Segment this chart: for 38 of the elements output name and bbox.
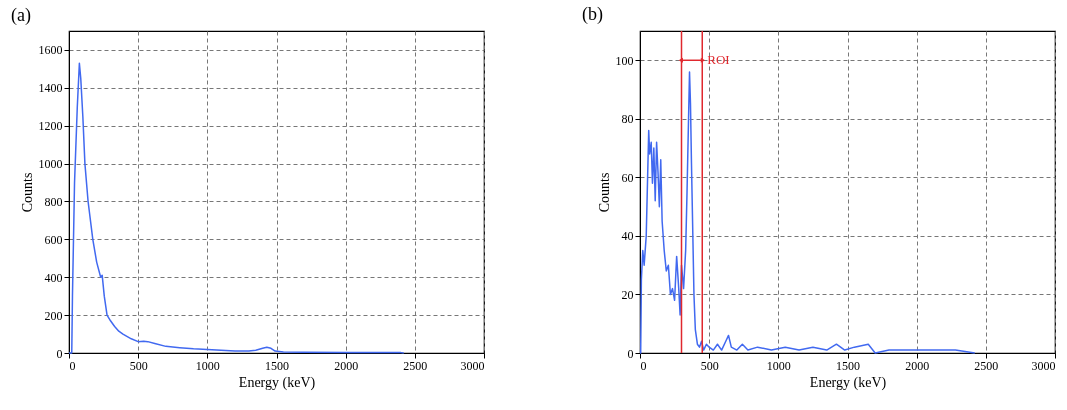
y-tick-label: 80: [621, 112, 634, 127]
x-tick-label: 500: [129, 358, 148, 373]
x-tick-label: 1000: [195, 358, 220, 373]
x-tick-label: 1000: [766, 358, 791, 373]
chart-title: (b): [582, 4, 603, 26]
y-tick-label: 100: [615, 53, 634, 68]
y-tick-label: 1000: [38, 157, 63, 172]
y-axis-title: Counts: [19, 172, 35, 213]
x-tick-label: 2000: [334, 358, 359, 373]
y-tick-label: 1200: [38, 119, 63, 134]
y-tick-label: 20: [621, 287, 634, 302]
y-tick-label: 200: [44, 308, 63, 323]
x-tick-label: 2500: [974, 358, 999, 373]
y-tick-label: 40: [621, 229, 634, 244]
x-tick-label: 2500: [403, 358, 428, 373]
y-tick-label: 0: [56, 346, 63, 361]
annotation: ROI: [707, 52, 730, 68]
y-tick-label: 800: [44, 194, 63, 209]
x-tick-label: 0: [640, 358, 647, 373]
y-tick-label: 60: [621, 170, 634, 185]
line-series: [68, 62, 405, 354]
x-tick-label: 3000: [460, 358, 485, 373]
x-tick-label: 0: [69, 358, 76, 373]
chart-title: (a): [11, 5, 31, 26]
y-tick-label: 1600: [38, 43, 63, 58]
x-tick-label: 500: [700, 358, 719, 373]
y-axis-title: Counts: [596, 172, 612, 213]
line-series: [639, 71, 976, 354]
x-axis-title: Energy (keV): [809, 374, 887, 391]
y-tick-label: 400: [44, 270, 63, 285]
x-tick-label: 1500: [265, 358, 289, 373]
y-tick-label: 600: [44, 232, 63, 247]
x-tick-label: 1500: [836, 358, 860, 373]
x-tick-label: 2000: [905, 358, 930, 373]
x-tick-label: 3000: [1031, 358, 1056, 373]
y-tick-label: 1400: [38, 81, 63, 96]
y-tick-label: 0: [627, 346, 634, 361]
x-axis-title: Energy (keV): [238, 374, 316, 391]
